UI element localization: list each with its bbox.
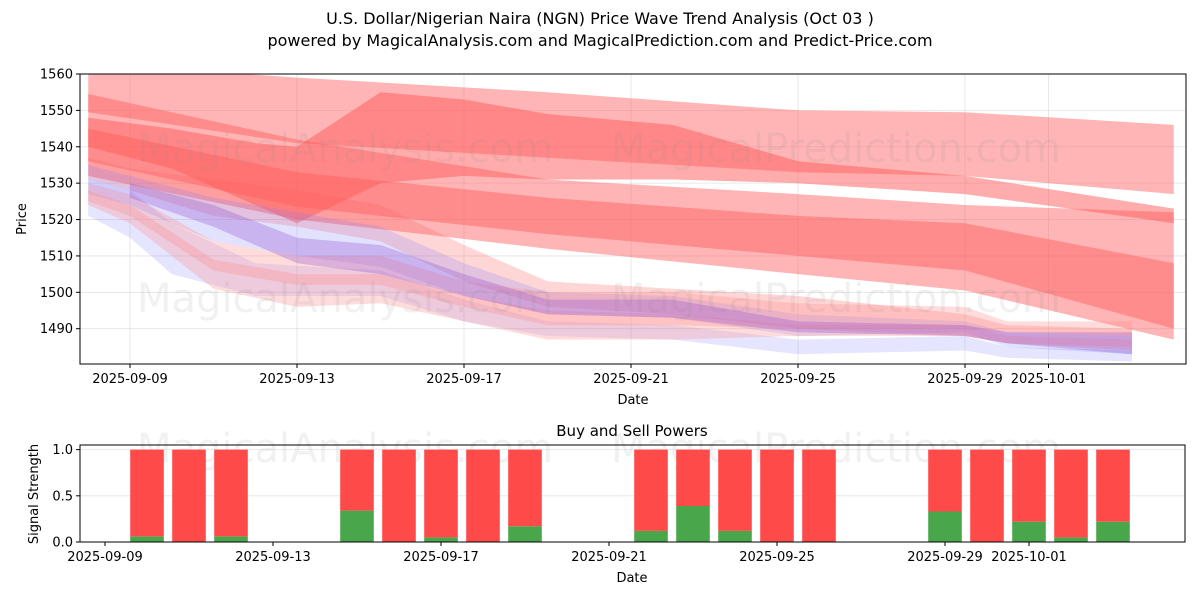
price-y-tick-label: 1510 xyxy=(40,249,73,264)
price-band-5 xyxy=(88,157,1132,351)
price-x-label: Date xyxy=(617,393,648,408)
price-band-7 xyxy=(88,179,1132,362)
buy-bar xyxy=(340,510,374,542)
sell-bar xyxy=(508,449,542,527)
signal-y-tick-label: 0.0 xyxy=(52,536,73,551)
chart-title: U.S. Dollar/Nigerian Naira (NGN) Price W… xyxy=(326,9,874,28)
price-y-tick-label: 1550 xyxy=(40,104,73,119)
price-band-6 xyxy=(88,165,1132,355)
signal-x-label: Date xyxy=(616,571,647,586)
price-y-tick-label: 1500 xyxy=(40,286,73,301)
signal-x-ticks: 2025-09-09 2025-09-13 2025-09-17 2025-09-21… xyxy=(67,542,1067,565)
price-x-tick-label: 2025-09-25 xyxy=(760,372,836,387)
price-x-tick-label: 2025-09-09 xyxy=(92,372,168,387)
sell-bar xyxy=(424,449,458,538)
signal-y-ticks: 0.0 0.5 1.0 xyxy=(52,443,80,551)
price-y-tick-label: 1520 xyxy=(40,213,73,228)
sell-bar xyxy=(1012,449,1046,522)
buy-bar xyxy=(634,530,668,542)
sell-bar xyxy=(802,449,836,542)
buy-bar xyxy=(1012,521,1046,542)
price-y-label: Price xyxy=(15,203,30,235)
watermark-text: MagicalAnalysis.com xyxy=(137,276,553,322)
signal-y-label: Signal Strength xyxy=(27,444,42,544)
sell-bar xyxy=(466,449,500,542)
price-band-10 xyxy=(130,183,1132,355)
price-y-tick-label: 1490 xyxy=(40,322,73,337)
watermark-text: MagicalPrediction.com xyxy=(611,276,1061,322)
buy-bar xyxy=(718,530,752,542)
signal-y-tick-label: 1.0 xyxy=(52,443,73,458)
price-x-tick-label: 2025-09-21 xyxy=(593,372,669,387)
buy-bar xyxy=(1054,537,1088,542)
sell-bar xyxy=(760,449,794,542)
signal-chart-title: Buy and Sell Powers xyxy=(556,422,708,440)
price-y-tick-label: 1560 xyxy=(40,68,73,83)
signal-bars xyxy=(130,449,1130,542)
sell-bar xyxy=(928,449,962,512)
watermark-text: MagicalPrediction.com xyxy=(611,126,1061,172)
price-x-ticks: 2025-09-09 2025-09-13 2025-09-17 2025-09-21… xyxy=(92,364,1086,387)
price-axes-frame xyxy=(79,73,1187,365)
signal-x-tick-label: 2025-09-17 xyxy=(403,550,479,565)
sell-bar xyxy=(382,449,416,542)
price-band-4 xyxy=(88,92,1174,224)
price-band-9 xyxy=(88,190,1132,347)
sell-bar xyxy=(1096,449,1130,522)
signal-x-tick-label: 2025-09-25 xyxy=(739,550,815,565)
buy-bar xyxy=(1096,521,1130,542)
sell-bar xyxy=(634,449,668,531)
chart-subtitle: powered by MagicalAnalysis.com and Magic… xyxy=(267,31,933,50)
signal-axes-frame xyxy=(79,444,1186,543)
price-bands xyxy=(88,74,1174,362)
buy-bar xyxy=(508,526,542,542)
sell-bar xyxy=(1054,449,1088,538)
sell-bar xyxy=(172,449,206,542)
signal-y-tick-label: 0.5 xyxy=(52,489,73,504)
watermark-text: MagicalAnalysis.com xyxy=(137,126,553,172)
price-band-8 xyxy=(88,183,1132,336)
buy-bar xyxy=(928,511,962,542)
sell-bar xyxy=(340,449,374,511)
sell-bar xyxy=(214,449,248,537)
sell-bar xyxy=(676,449,710,506)
buy-bar xyxy=(214,536,248,542)
price-y-ticks: 1490 1500 1510 1520 1530 1540 1550 1560 xyxy=(40,68,80,337)
buy-bar xyxy=(130,536,164,542)
sell-bar xyxy=(970,449,1004,542)
signal-x-tick-label: 2025-09-13 xyxy=(235,550,311,565)
signal-x-tick-label: 2025-09-29 xyxy=(907,550,983,565)
price-y-tick-label: 1540 xyxy=(40,140,73,155)
price-x-tick-label: 2025-09-13 xyxy=(259,372,335,387)
signal-chart: Buy and Sell Powers MagicalAnalysis.com M… xyxy=(27,422,1186,586)
signal-x-tick-label: 2025-10-01 xyxy=(991,550,1067,565)
buy-bar xyxy=(424,537,458,542)
price-x-tick-label: 2025-10-01 xyxy=(1011,372,1087,387)
price-y-tick-label: 1530 xyxy=(40,177,73,192)
price-x-tick-label: 2025-09-29 xyxy=(927,372,1003,387)
signal-x-tick-label: 2025-09-09 xyxy=(67,550,143,565)
buy-bar xyxy=(676,506,710,542)
price-chart: MagicalAnalysis.com MagicalPrediction.com… xyxy=(15,68,1187,408)
sell-bar xyxy=(130,449,164,537)
signal-x-tick-label: 2025-09-21 xyxy=(571,550,647,565)
price-x-tick-label: 2025-09-17 xyxy=(426,372,502,387)
price-watermarks: MagicalAnalysis.com MagicalPrediction.com… xyxy=(137,126,1061,322)
sell-bar xyxy=(718,449,752,531)
